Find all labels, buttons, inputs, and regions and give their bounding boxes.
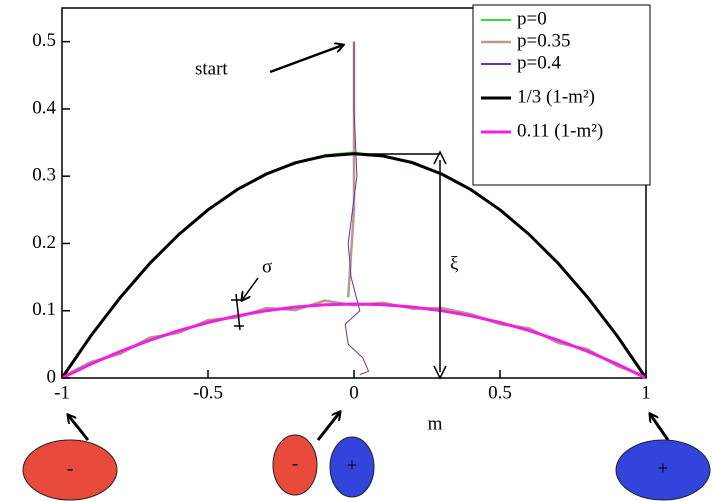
- x-tick-label: 0.5: [488, 382, 512, 403]
- y-tick-label: 0: [47, 366, 57, 387]
- state-sign: -: [292, 453, 298, 474]
- sigma-bar: [231, 293, 244, 331]
- state-arrow: [316, 412, 340, 441]
- x-tick-label: -0.5: [193, 382, 223, 403]
- state-sign: -: [67, 458, 73, 479]
- x-tick-label: -1: [54, 382, 70, 403]
- legend-box: [472, 4, 651, 186]
- x-tick-label: 0: [349, 382, 359, 403]
- legend-label: p=0.35: [517, 30, 570, 51]
- y-tick-label: 0.1: [32, 299, 56, 320]
- y-tick-label: 0.4: [32, 97, 56, 118]
- state-sign: +: [658, 458, 669, 479]
- state-arrow: [68, 415, 90, 441]
- start-arrow: [269, 45, 343, 74]
- legend-label: p=0: [517, 8, 547, 29]
- sigma-label: σ: [262, 256, 272, 277]
- y-tick-label: 0.2: [32, 232, 56, 253]
- state-ellipse: [615, 439, 711, 501]
- xi-arrowheads: [433, 150, 447, 380]
- x-tick-label: 1: [641, 382, 651, 403]
- state-ellipse: [329, 436, 375, 498]
- y-tick-label: 0.3: [32, 165, 56, 186]
- state-arrow: [650, 414, 670, 441]
- state-ellipse: [22, 439, 118, 501]
- start-label: start: [195, 58, 228, 79]
- state-ellipse: [272, 434, 318, 496]
- series-line: [61, 302, 647, 380]
- series-line: [344, 41, 370, 376]
- xi-label: ξ: [450, 253, 459, 274]
- x-axis-label: m: [428, 413, 443, 434]
- legend-label: 0.11 (1-m²): [517, 120, 603, 141]
- legend-label: 1/3 (1-m²): [517, 86, 595, 107]
- state-sign: +: [347, 455, 358, 476]
- y-tick-label: 0.5: [32, 30, 56, 51]
- sigma-arrow: [242, 277, 259, 300]
- legend-label: p=0.4: [517, 52, 561, 73]
